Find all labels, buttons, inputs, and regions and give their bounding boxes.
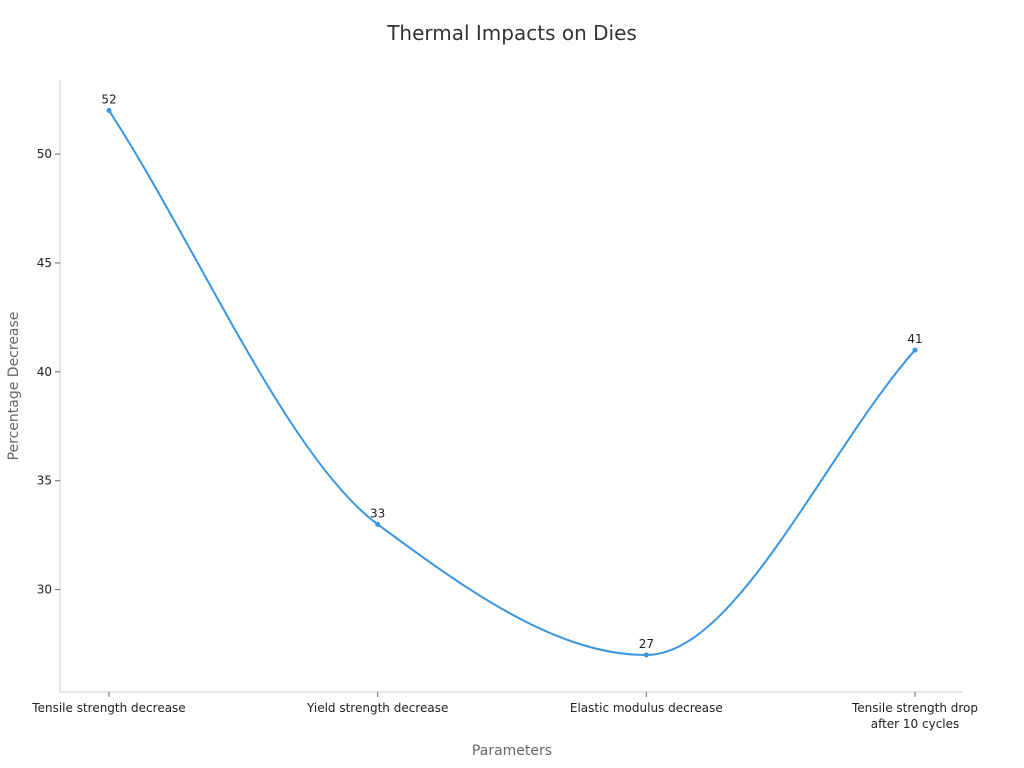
x-tick-label-line: Tensile strength decrease: [31, 701, 185, 715]
data-label: 33: [370, 506, 385, 520]
y-axis-title: Percentage Decrease: [6, 312, 22, 461]
x-tick-label-line: Tensile strength drop: [851, 701, 978, 715]
x-tick-label: Tensile strength decrease: [31, 701, 185, 715]
data-label: 27: [639, 637, 654, 651]
x-tick-label-line: Yield strength decrease: [306, 701, 448, 715]
y-axis-ticks: 30 35 40 45 50: [37, 147, 60, 597]
x-tick-label: Yield strength decrease: [306, 701, 448, 715]
y-tick-label: 35: [37, 474, 52, 488]
x-tick-label: Elastic modulus decrease: [570, 701, 723, 715]
x-tick-label-line: after 10 cycles: [871, 717, 960, 731]
data-point: [106, 107, 112, 113]
y-tick-label: 45: [37, 256, 52, 270]
y-tick-label: 30: [37, 583, 52, 597]
y-tick-label: 40: [37, 365, 52, 379]
data-point: [912, 347, 918, 353]
data-point: [643, 652, 649, 658]
y-tick-label: 50: [37, 147, 52, 161]
x-axis-ticks: Tensile strength decrease Yield strength …: [31, 692, 978, 731]
data-point: [375, 521, 381, 527]
data-points: [106, 107, 918, 658]
data-labels: 52 33 27 41: [101, 92, 922, 650]
data-label: 52: [101, 92, 116, 106]
x-tick-label-line: Elastic modulus decrease: [570, 701, 723, 715]
chart-title: Thermal Impacts on Dies: [386, 21, 637, 45]
x-tick-label: Tensile strength drop after 10 cycles: [851, 701, 978, 731]
data-label: 41: [907, 332, 922, 346]
x-axis-title: Parameters: [472, 743, 552, 759]
series-line: [108, 109, 916, 656]
